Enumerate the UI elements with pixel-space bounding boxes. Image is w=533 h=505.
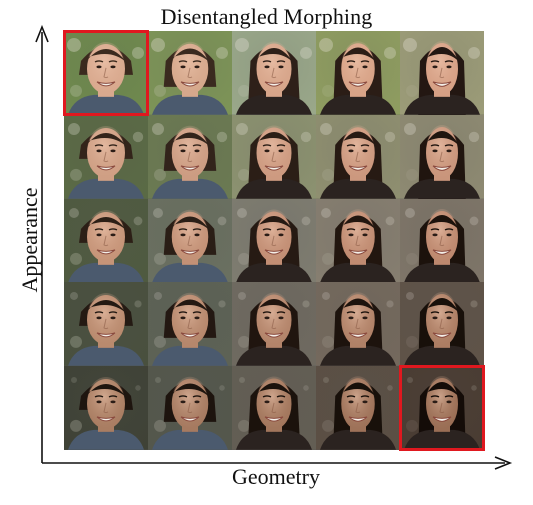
face-cell-r3-c4 bbox=[316, 198, 400, 283]
face-cell-r4-c3 bbox=[232, 282, 316, 367]
face-portrait-image bbox=[64, 31, 148, 115]
x-axis-label: Geometry bbox=[232, 464, 320, 489]
face-cell-r4-c2 bbox=[148, 282, 232, 367]
face-cell-r2-c3 bbox=[232, 114, 316, 199]
face-cell-r5-c3 bbox=[232, 366, 316, 450]
face-cell-r4-c1 bbox=[64, 282, 148, 367]
face-portrait-image bbox=[232, 114, 316, 199]
face-cell-r1-c1 bbox=[63, 30, 149, 116]
face-cell-r1-c5 bbox=[400, 31, 484, 115]
face-cell-r2-c4 bbox=[316, 114, 400, 199]
face-portrait-image bbox=[232, 366, 316, 450]
face-portrait-image bbox=[64, 198, 148, 283]
face-cell-r2-c2 bbox=[148, 114, 232, 199]
face-portrait-image bbox=[316, 198, 400, 283]
face-portrait-image bbox=[316, 366, 400, 450]
face-portrait-image bbox=[64, 366, 148, 450]
face-portrait-image bbox=[148, 114, 232, 199]
face-cell-r2-c5 bbox=[400, 114, 484, 199]
face-portrait-image bbox=[316, 114, 400, 199]
face-cell-r1-c3 bbox=[232, 31, 316, 115]
face-portrait-image bbox=[232, 31, 316, 115]
face-portrait-image bbox=[232, 282, 316, 367]
face-portrait-image bbox=[232, 198, 316, 283]
morphing-grid bbox=[63, 30, 485, 451]
face-portrait-image bbox=[400, 31, 484, 115]
face-portrait-image bbox=[316, 31, 400, 115]
face-cell-r5-c4 bbox=[316, 366, 400, 450]
face-portrait-image bbox=[148, 366, 232, 450]
face-cell-r3-c5 bbox=[400, 198, 484, 283]
face-cell-r3-c2 bbox=[148, 198, 232, 283]
face-cell-r1-c4 bbox=[316, 31, 400, 115]
face-portrait-image bbox=[64, 282, 148, 367]
face-portrait-image bbox=[400, 114, 484, 199]
face-portrait-image bbox=[148, 31, 232, 115]
face-portrait-image bbox=[148, 282, 232, 367]
y-axis-label: Appearance bbox=[17, 187, 42, 293]
face-cell-r5-c2 bbox=[148, 366, 232, 450]
face-cell-r1-c2 bbox=[148, 31, 232, 115]
face-cell-r5-c1 bbox=[64, 366, 148, 450]
face-portrait-image bbox=[400, 198, 484, 283]
figure-title: Disentangled Morphing bbox=[160, 4, 373, 29]
face-cell-r2-c1 bbox=[64, 114, 148, 199]
face-cell-r5-c5 bbox=[399, 365, 485, 451]
face-portrait-image bbox=[64, 114, 148, 199]
face-cell-r4-c4 bbox=[316, 282, 400, 367]
face-cell-r3-c1 bbox=[64, 198, 148, 283]
face-portrait-image bbox=[400, 366, 484, 450]
face-portrait-image bbox=[148, 198, 232, 283]
face-cell-r3-c3 bbox=[232, 198, 316, 283]
face-portrait-image bbox=[316, 282, 400, 367]
face-portrait-image bbox=[400, 282, 484, 367]
face-cell-r4-c5 bbox=[400, 282, 484, 367]
